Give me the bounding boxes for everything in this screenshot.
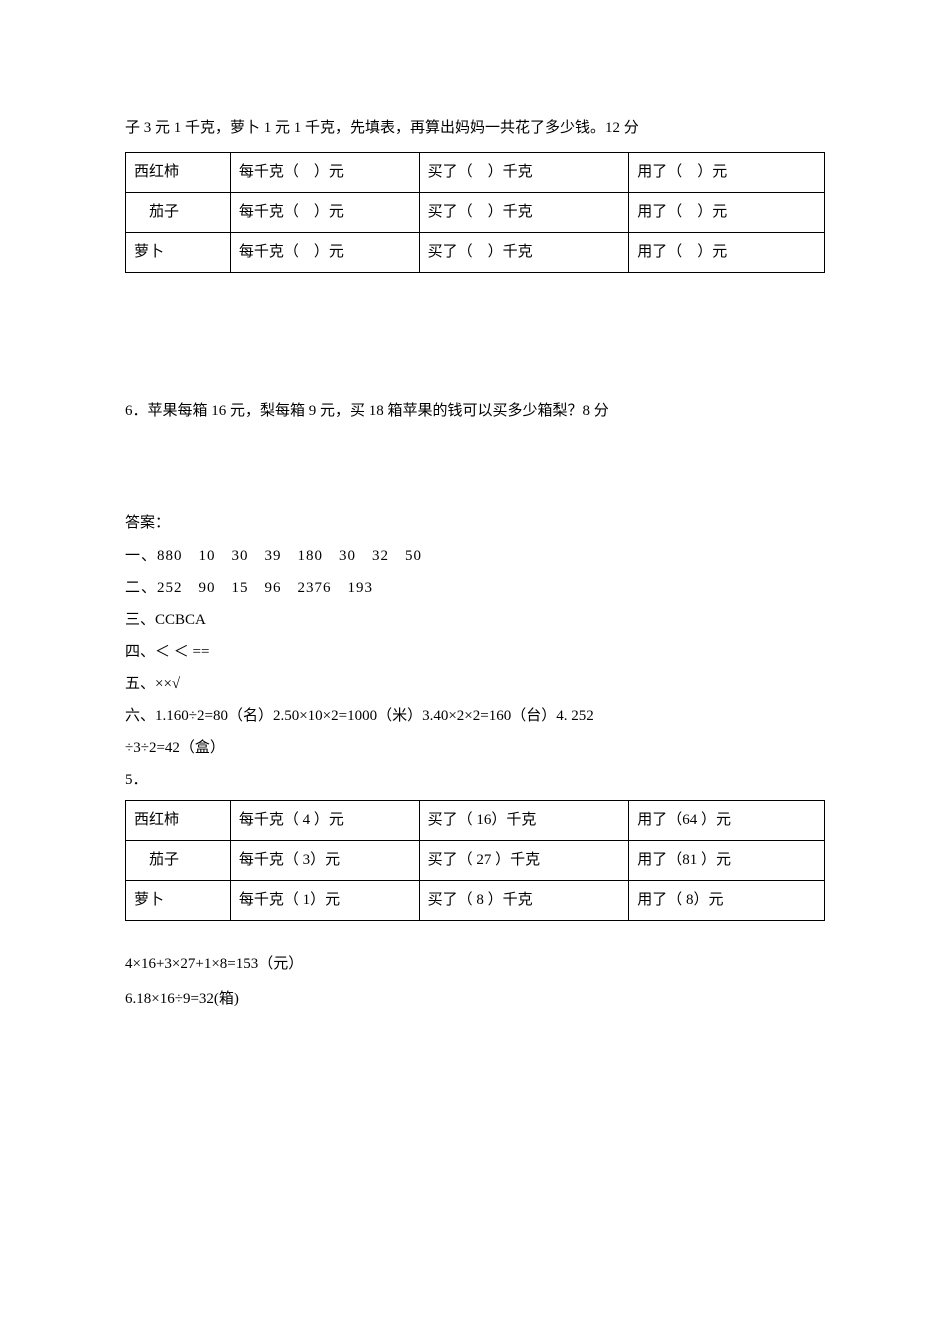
answer-line-3: 三、CCBCA xyxy=(125,607,825,634)
question-table: 西红柿 每千克（ ）元 买了（ ）千克 用了（ ）元 茄子 每千克（ ）元 买了… xyxy=(125,152,825,273)
answer-line-5: 五、××√ xyxy=(125,671,825,698)
answer-line-1: 一、880 10 30 39 180 30 32 50 xyxy=(125,543,825,570)
cell-cost: 用了（ ）元 xyxy=(629,153,825,193)
cell-qty: 买了（ 27 ）千克 xyxy=(419,841,629,881)
cell-qty: 买了（ 16）千克 xyxy=(419,801,629,841)
cell-veg: 萝卜 xyxy=(126,881,231,921)
answer-table: 西红柿 每千克（ 4 ）元 买了（ 16）千克 用了（64 ）元 茄子 每千克（… xyxy=(125,800,825,921)
cell-veg: 萝卜 xyxy=(126,233,231,273)
cell-price: 每千克（ ）元 xyxy=(230,233,419,273)
cell-cost: 用了（ ）元 xyxy=(629,193,825,233)
intro-text: 子 3 元 1 千克，萝卜 1 元 1 千克，先填表，再算出妈妈一共花了多少钱。… xyxy=(125,115,825,142)
cell-qty: 买了（ ）千克 xyxy=(419,153,629,193)
cell-price: 每千克（ 1）元 xyxy=(230,881,419,921)
table-row: 茄子 每千克（ ）元 买了（ ）千克 用了（ ）元 xyxy=(126,193,825,233)
cell-cost: 用了（ ）元 xyxy=(629,233,825,273)
answers-heading: 答案： xyxy=(125,510,825,537)
table-row: 西红柿 每千克（ ）元 买了（ ）千克 用了（ ）元 xyxy=(126,153,825,193)
cell-qty: 买了（ ）千克 xyxy=(419,233,629,273)
cell-price: 每千克（ ）元 xyxy=(230,153,419,193)
table-row: 萝卜 每千克（ ）元 买了（ ）千克 用了（ ）元 xyxy=(126,233,825,273)
answer-line-6b: ÷3÷2=42（盒） xyxy=(125,735,825,762)
q5-label: 5． xyxy=(125,767,825,794)
table-row: 西红柿 每千克（ 4 ）元 买了（ 16）千克 用了（64 ）元 xyxy=(126,801,825,841)
cell-price: 每千克（ ）元 xyxy=(230,193,419,233)
cell-veg: 茄子 xyxy=(126,841,231,881)
answer-line-2: 二、252 90 15 96 2376 193 xyxy=(125,575,825,602)
cell-veg: 茄子 xyxy=(126,193,231,233)
spacer xyxy=(125,435,825,510)
question-6: 6．苹果每箱 16 元，梨每箱 9 元，买 18 箱苹果的钱可以买多少箱梨？8 … xyxy=(125,398,825,425)
cell-qty: 买了（ ）千克 xyxy=(419,193,629,233)
cell-veg: 西红柿 xyxy=(126,801,231,841)
answer-line-4: 四、＜ ＜ == xyxy=(125,639,825,666)
cell-price: 每千克（ 4 ）元 xyxy=(230,801,419,841)
calculation-1: 4×16+3×27+1×8=153（元） xyxy=(125,951,825,978)
cell-qty: 买了（ 8 ）千克 xyxy=(419,881,629,921)
spacer xyxy=(125,283,825,398)
table-row: 萝卜 每千克（ 1）元 买了（ 8 ）千克 用了（ 8）元 xyxy=(126,881,825,921)
cell-cost: 用了（ 8）元 xyxy=(629,881,825,921)
table-row: 茄子 每千克（ 3）元 买了（ 27 ）千克 用了（81 ）元 xyxy=(126,841,825,881)
cell-cost: 用了（64 ）元 xyxy=(629,801,825,841)
calculation-2: 6.18×16÷9=32(箱) xyxy=(125,986,825,1013)
cell-price: 每千克（ 3）元 xyxy=(230,841,419,881)
cell-cost: 用了（81 ）元 xyxy=(629,841,825,881)
cell-veg: 西红柿 xyxy=(126,153,231,193)
answer-line-6a: 六、1.160÷2=80（名）2.50×10×2=1000（米）3.40×2×2… xyxy=(125,703,825,730)
